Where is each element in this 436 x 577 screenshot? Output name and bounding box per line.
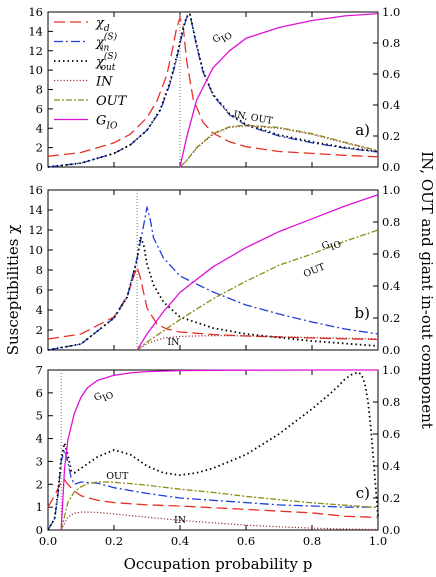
legend-label-chi-out: χ(S) out bbox=[95, 51, 118, 73]
series-chi-d bbox=[47, 266, 379, 341]
y-tick-label-left: 2 bbox=[36, 141, 43, 155]
x-tick-label: 0.6 bbox=[237, 534, 255, 548]
series-chi-in bbox=[47, 206, 379, 351]
series-chi-d bbox=[47, 17, 379, 158]
legend-label-OUT: OUT bbox=[96, 94, 128, 109]
legend-label-chi-d: χd bbox=[95, 16, 110, 34]
panel-1: 0 2 4 6 8 10 12 14 16 0.0 0.2 0.4 0.6 0.8 1.0 GIO IN, OU… bbox=[28, 5, 400, 174]
y-tick-label-left: 5 bbox=[36, 409, 43, 423]
y-tick-label-left: 8 bbox=[36, 263, 43, 277]
y-tick-label-left: 0 bbox=[36, 343, 43, 357]
y-tick-label-left: 4 bbox=[36, 432, 43, 446]
panel-2: 0 2 4 6 8 10 12 14 16 0.0 0.2 0.4 0.6 0.8 1.0 GIO OUT IN b… bbox=[28, 183, 400, 357]
x-tick-label: 0.2 bbox=[105, 534, 123, 548]
legend-label-G-IO: GIO bbox=[96, 114, 118, 132]
y-tick-label-left: 12 bbox=[28, 223, 43, 237]
y-tick-label-left: 4 bbox=[36, 121, 43, 135]
series-OUT bbox=[60, 481, 379, 531]
series-chi-out bbox=[47, 13, 379, 168]
y-tick-label-right: 0.2 bbox=[382, 491, 400, 505]
y-axis-label-left: Susceptibilities χ bbox=[4, 225, 22, 356]
y-tick-label-left: 6 bbox=[36, 102, 43, 116]
x-tick-label: 1.0 bbox=[369, 534, 387, 548]
legend-label-IN: IN bbox=[95, 75, 113, 90]
y-tick-label-right: 1.0 bbox=[382, 183, 400, 197]
panel-label: a) bbox=[355, 121, 370, 139]
curve-annotation: GIO bbox=[211, 27, 235, 50]
y-tick-label-left: 4 bbox=[36, 303, 43, 317]
y-tick-label-right: 0.8 bbox=[382, 395, 400, 409]
series-OUT bbox=[136, 229, 379, 351]
x-tick-label: 0.8 bbox=[303, 534, 321, 548]
y-tick-label-right: 0.4 bbox=[382, 279, 400, 293]
y-tick-label-left: 0 bbox=[36, 523, 43, 537]
y-tick-label-left: 14 bbox=[28, 203, 43, 217]
curve-annotation: IN, OUT bbox=[233, 109, 275, 127]
curve-annotation: GIO bbox=[320, 235, 343, 256]
y-tick-label-left: 0 bbox=[36, 160, 43, 174]
y-tick-label-left: 16 bbox=[28, 5, 43, 19]
series-OUT bbox=[179, 124, 379, 168]
y-tick-label-left: 6 bbox=[36, 283, 43, 297]
series-G-IO bbox=[179, 12, 379, 168]
series-chi-in bbox=[47, 449, 378, 531]
panel-3: 0.0 0.2 0.4 0.6 0.8 1.0 0 1 2 3 4 5 6 7 0.0 0.2 0.4 0.6 0.… bbox=[36, 363, 401, 548]
y-tick-label-right: 1.0 bbox=[382, 363, 400, 377]
y-tick-label-left: 10 bbox=[28, 243, 43, 257]
y-tick-label-right: 0.4 bbox=[382, 98, 400, 112]
y-tick-label-right: 0.0 bbox=[382, 523, 400, 537]
y-tick-label-right: 0.4 bbox=[382, 459, 400, 473]
series-chi-d bbox=[47, 479, 379, 519]
y-tick-label-right: 0.6 bbox=[382, 247, 400, 261]
y-tick-label-left: 2 bbox=[36, 477, 43, 491]
y-tick-label-right: 0.2 bbox=[382, 311, 400, 325]
x-axis-label: Occupation probability p bbox=[124, 555, 313, 573]
series-G-IO bbox=[136, 194, 379, 351]
y-tick-label-left: 12 bbox=[28, 44, 43, 58]
x-tick-label: 0.0 bbox=[39, 534, 57, 548]
y-tick-label-right: 0.8 bbox=[382, 215, 400, 229]
y-axis-label-right: IN, OUT and giant in-out component bbox=[418, 151, 436, 429]
y-tick-label-right: 0.6 bbox=[382, 67, 400, 81]
y-tick-label-right: 0.8 bbox=[382, 36, 400, 50]
x-tick-label: 0.4 bbox=[171, 534, 189, 548]
y-tick-label-right: 0.2 bbox=[382, 129, 400, 143]
series-chi-out bbox=[47, 236, 379, 351]
panel-label: b) bbox=[355, 304, 370, 322]
curve-annotation: OUT bbox=[106, 471, 129, 482]
y-tick-label-right: 0.0 bbox=[382, 343, 400, 357]
y-tick-label-left: 6 bbox=[36, 386, 43, 400]
y-tick-label-left: 16 bbox=[28, 183, 43, 197]
legend: χdχ(S) inχ(S) out IN OUT GIO bbox=[54, 16, 128, 132]
y-tick-label-left: 14 bbox=[28, 24, 43, 38]
curve-annotation: IN bbox=[174, 515, 186, 526]
y-tick-label-left: 2 bbox=[36, 323, 43, 337]
series-IN bbox=[179, 125, 379, 168]
series-chi-in bbox=[47, 13, 379, 168]
y-tick-label-left: 7 bbox=[36, 363, 43, 377]
panel-label: c) bbox=[356, 484, 370, 502]
legend-label-chi-in: χ(S) in bbox=[95, 32, 118, 54]
y-tick-label-left: 8 bbox=[36, 83, 43, 97]
y-tick-label-right: 1.0 bbox=[382, 5, 400, 19]
curve-annotation: OUT bbox=[302, 261, 327, 280]
curve-annotation: GIO bbox=[92, 386, 115, 407]
y-tick-label-left: 1 bbox=[36, 500, 43, 514]
curve-annotation: IN bbox=[167, 337, 179, 348]
y-tick-label-left: 10 bbox=[28, 63, 43, 77]
y-tick-label-left: 3 bbox=[36, 454, 43, 468]
series-G-IO bbox=[60, 369, 378, 531]
y-tick-label-right: 0.6 bbox=[382, 427, 400, 441]
y-tick-label-right: 0.0 bbox=[382, 160, 400, 174]
